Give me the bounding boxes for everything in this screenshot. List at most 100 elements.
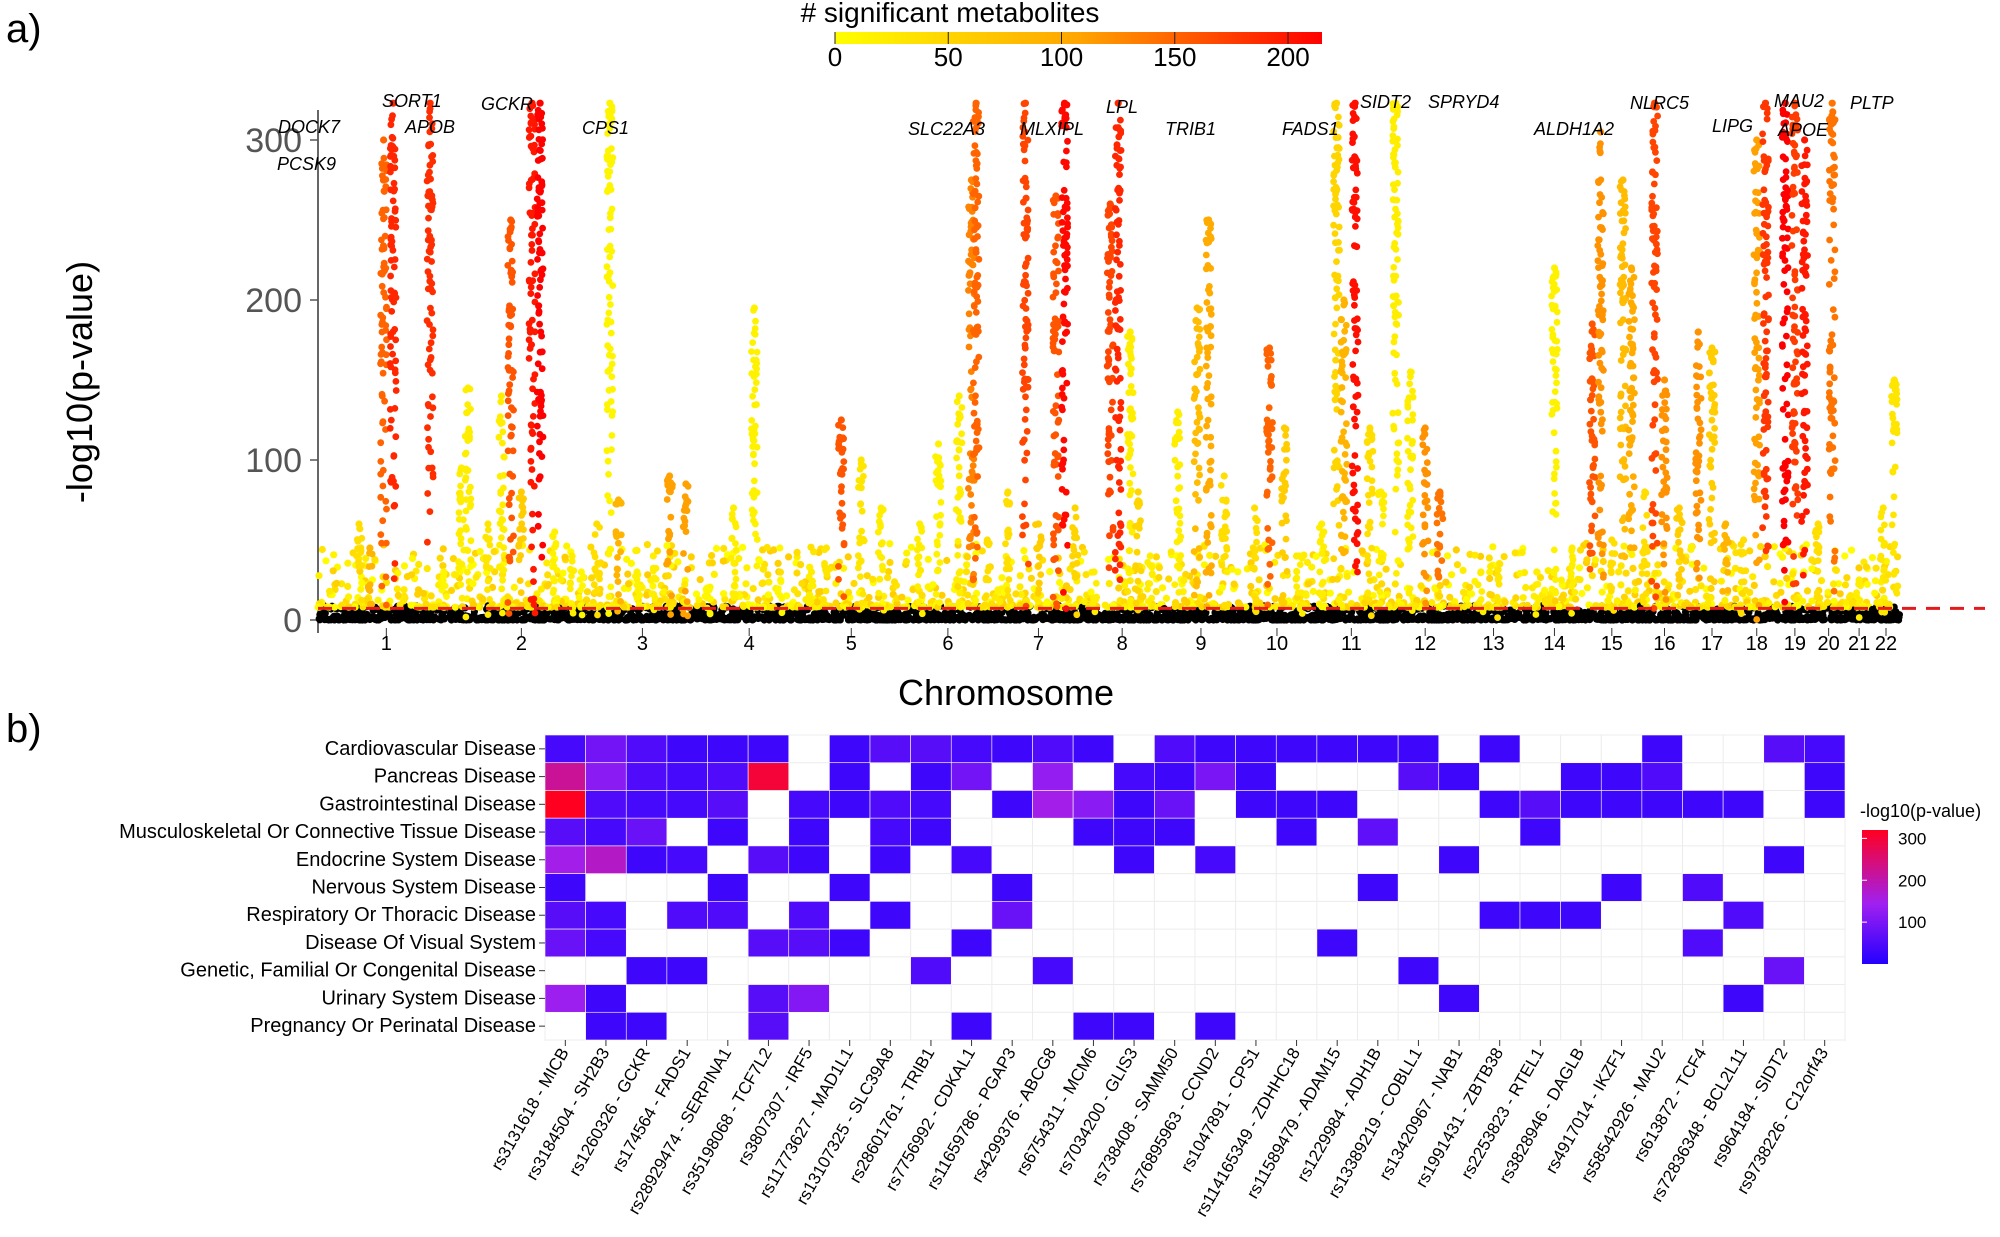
snp-point: [467, 562, 475, 571]
snp-point: [1459, 566, 1467, 575]
snp-point: [1776, 579, 1784, 588]
peak-top-point: [517, 488, 526, 496]
snp-point: [391, 208, 399, 215]
snp-point: [508, 514, 516, 522]
snp-point: [425, 464, 433, 472]
snp-point: [1485, 554, 1493, 562]
snp-point: [680, 610, 687, 618]
snp-point: [537, 247, 544, 255]
snp-point: [1871, 589, 1879, 597]
snp-point: [1152, 588, 1160, 596]
snp-point: [447, 586, 456, 595]
snp-point: [499, 439, 506, 447]
snp-point: [1435, 616, 1443, 624]
snp-point: [387, 477, 394, 485]
peak-top-point: [497, 392, 505, 400]
snp-point: [362, 554, 370, 563]
snp-point: [536, 284, 544, 291]
snp-point: [537, 187, 544, 195]
snp-point: [1189, 611, 1197, 619]
snp-point: [606, 345, 614, 353]
snp-point: [1789, 570, 1797, 578]
snp-point: [764, 591, 773, 599]
snp-point: [839, 434, 847, 442]
snp-point: [455, 509, 463, 516]
snp-point: [316, 615, 324, 623]
snp-point: [378, 582, 386, 590]
snp-point: [1863, 580, 1871, 588]
snp-point: [329, 567, 337, 575]
snp-point: [423, 565, 431, 573]
snp-point: [650, 590, 658, 598]
snp-point: [1228, 565, 1236, 573]
snp-point: [1476, 614, 1484, 622]
snp-point: [652, 616, 660, 624]
snp-point: [395, 612, 403, 620]
snp-point: [1630, 603, 1638, 611]
snp-point: [387, 233, 395, 241]
snp-point: [904, 596, 912, 604]
snp-point: [972, 596, 980, 605]
snp-point: [1847, 592, 1855, 600]
snp-point: [1308, 563, 1316, 571]
peak-top-point: [593, 520, 601, 528]
snp-point: [750, 451, 757, 459]
snp-point: [456, 489, 464, 497]
snp-point: [357, 585, 365, 593]
snp-point: [529, 510, 536, 518]
snp-point: [1561, 611, 1569, 619]
snp-point: [840, 593, 848, 600]
snp-point: [392, 336, 400, 344]
y-tick-label: 200: [245, 282, 302, 320]
snp-point: [426, 508, 434, 515]
snp-point: [731, 616, 739, 624]
snp-point: [730, 582, 738, 590]
snp-point: [1703, 592, 1711, 600]
snp-point: [1206, 551, 1214, 560]
snp-point: [472, 616, 480, 624]
snp-point: [793, 548, 801, 557]
snp-point: [539, 154, 546, 162]
snp-point: [330, 551, 338, 559]
snp-point: [613, 565, 621, 573]
snp-point: [1171, 599, 1180, 607]
peak-top-point: [807, 568, 816, 576]
snp-point: [623, 555, 631, 564]
snp-point: [467, 483, 474, 491]
snp-point: [499, 428, 507, 436]
snp-point: [429, 196, 436, 204]
snp-point: [506, 381, 514, 389]
snp-point: [801, 616, 809, 624]
snp-point: [1749, 573, 1757, 581]
snp-point: [527, 444, 535, 452]
snp-point: [497, 420, 505, 427]
snp-point: [938, 591, 946, 599]
snp-point: [1125, 610, 1133, 618]
snp-point: [1429, 616, 1437, 624]
snp-point: [633, 576, 641, 583]
snp-point: [508, 278, 516, 286]
snp-point: [424, 268, 432, 276]
snp-point: [531, 270, 539, 278]
snp-point: [687, 553, 695, 561]
snp-point: [403, 573, 411, 581]
snp-point: [1707, 584, 1715, 593]
snp-point: [797, 561, 805, 569]
snp-point: [400, 586, 408, 594]
snp-point: [962, 568, 971, 576]
snp-point: [608, 373, 616, 380]
snp-point: [835, 563, 842, 570]
snp-point: [429, 393, 436, 401]
snp-point: [505, 390, 512, 397]
snp-point: [876, 616, 884, 624]
snp-point: [504, 412, 512, 419]
snp-point: [839, 521, 847, 529]
snp-point: [1406, 615, 1414, 623]
snp-point: [353, 536, 361, 543]
snp-point: [498, 585, 506, 593]
snp-point: [840, 458, 848, 465]
snp-point: [534, 204, 542, 212]
snp-point: [1467, 590, 1476, 598]
snp-point: [528, 247, 536, 254]
